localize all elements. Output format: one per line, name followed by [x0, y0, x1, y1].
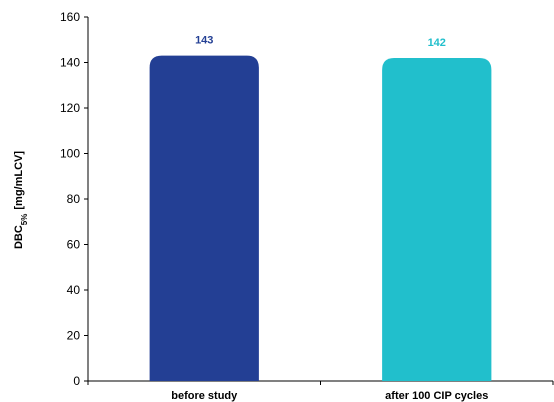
x-tick-label: after 100 CIP cycles	[385, 390, 488, 402]
y-tick-label: 120	[60, 101, 80, 115]
y-tick-label: 140	[60, 56, 80, 70]
y-tick-label: 20	[67, 329, 81, 343]
y-label-main: DBC	[13, 225, 25, 249]
bar	[149, 55, 259, 382]
x-tick-label: before study	[171, 390, 238, 402]
y-label-unit: [mg/mLCV]	[13, 151, 25, 210]
y-tick-label: 80	[67, 192, 81, 206]
bar	[382, 57, 492, 381]
y-axis-label: DBC5% [mg/mLCV]	[13, 151, 29, 249]
y-tick-label: 40	[67, 283, 81, 297]
y-tick-label: 100	[60, 147, 80, 161]
y-tick-label: 160	[60, 10, 80, 24]
y-tick-label: 60	[67, 238, 81, 252]
data-label: 143	[195, 35, 213, 47]
data-label: 142	[428, 37, 446, 49]
y-tick-label: 0	[73, 374, 80, 388]
y-label-subscript: 5%	[20, 214, 29, 226]
